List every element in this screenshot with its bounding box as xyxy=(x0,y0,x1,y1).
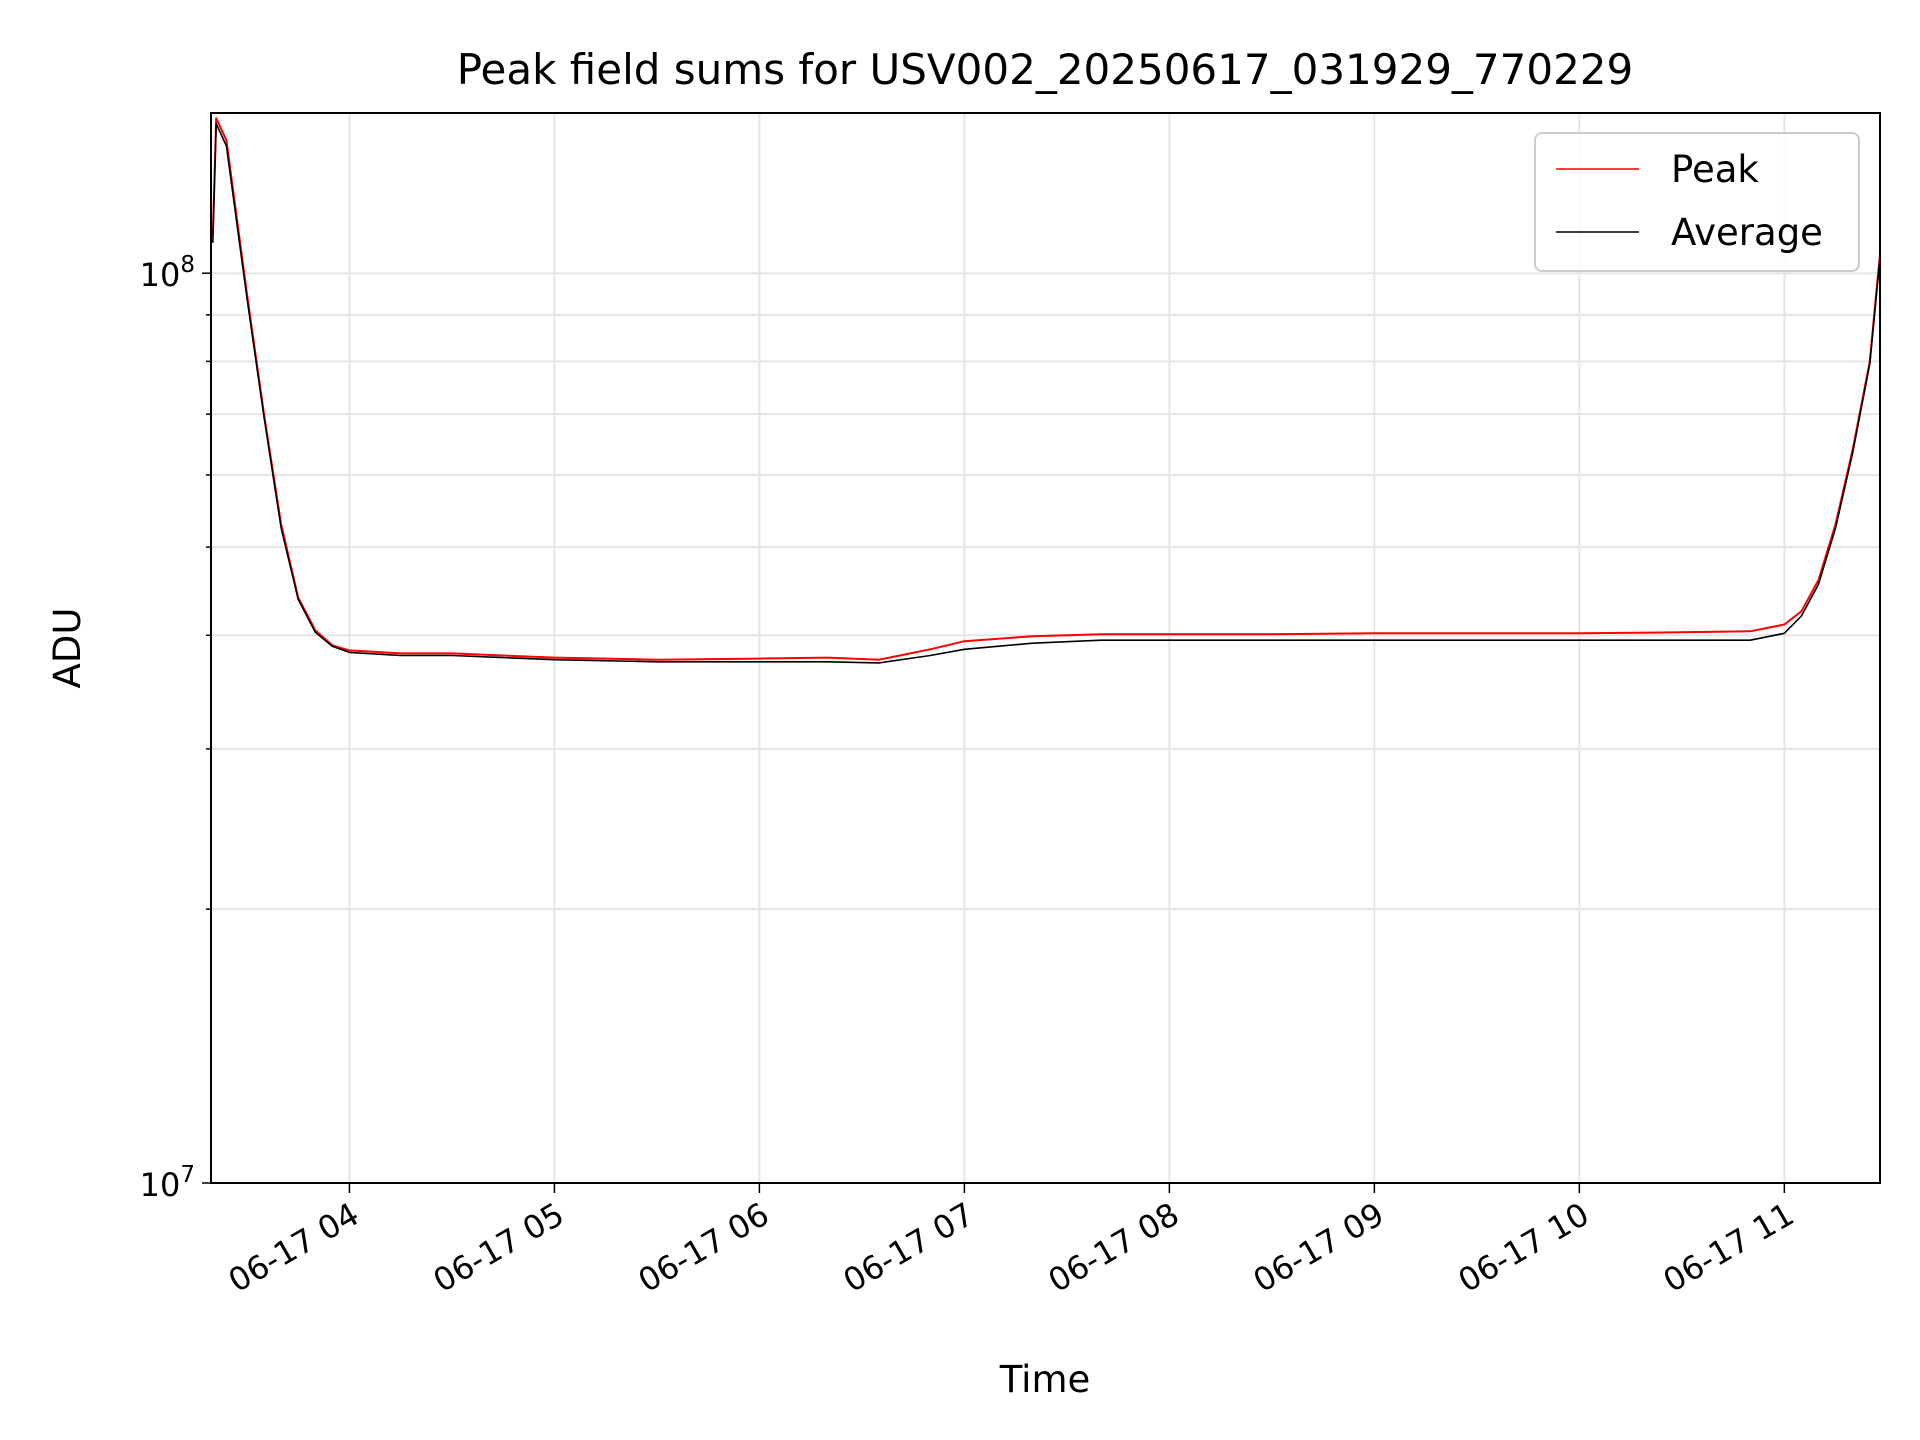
legend-box xyxy=(1534,132,1860,272)
legend: Peak Average xyxy=(1534,132,1860,272)
y-axis-label: ADU xyxy=(46,608,89,689)
series-line-average xyxy=(212,122,1881,664)
legend-label-average: Average xyxy=(1671,211,1823,254)
plot-frame xyxy=(210,112,1881,1184)
grid xyxy=(211,113,1880,1184)
legend-label-peak: Peak xyxy=(1671,148,1759,191)
y-tick-label: 107 xyxy=(140,1162,195,1204)
y-tick-label: 108 xyxy=(140,252,195,294)
x-axis-label: Time xyxy=(999,1358,1091,1401)
plot-series xyxy=(211,117,1881,664)
chart-title: Peak field sums for USV002_20250617_0319… xyxy=(457,45,1634,94)
